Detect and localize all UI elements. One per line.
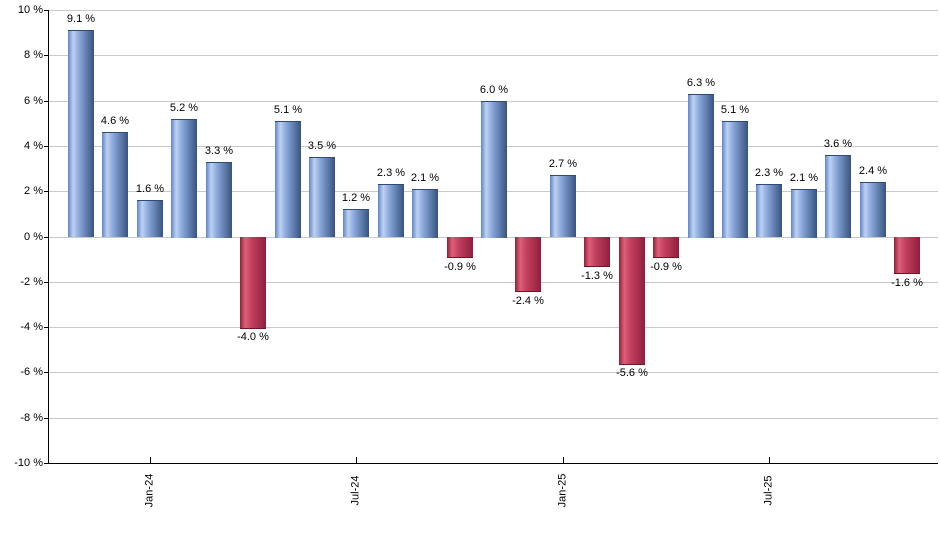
negative-bar bbox=[584, 237, 610, 267]
positive-bar bbox=[206, 162, 232, 238]
gridline bbox=[48, 10, 938, 11]
x-axis-tick-label: Jan-24 bbox=[143, 473, 156, 508]
gridline bbox=[48, 418, 938, 419]
positive-bar bbox=[688, 94, 714, 238]
bar-value-label: 4.6 % bbox=[100, 115, 130, 127]
positive-bar bbox=[309, 157, 335, 237]
y-axis-tick bbox=[44, 418, 48, 419]
gridline bbox=[48, 55, 938, 56]
positive-bar bbox=[275, 121, 301, 238]
y-axis-tick bbox=[44, 55, 48, 56]
bar-value-label: 2.4 % bbox=[858, 165, 888, 177]
bar-value-label: 2.7 % bbox=[548, 158, 578, 170]
positive-bar bbox=[171, 119, 197, 238]
x-axis-tick-label: Jan-25 bbox=[556, 473, 569, 508]
negative-bar bbox=[240, 237, 266, 329]
y-axis-tick bbox=[44, 282, 48, 283]
bar-value-label: 5.2 % bbox=[169, 102, 199, 114]
negative-bar bbox=[447, 237, 473, 258]
y-axis-tick-label: -2 % bbox=[20, 276, 43, 288]
positive-bar bbox=[137, 200, 163, 237]
y-axis-tick bbox=[44, 191, 48, 192]
y-axis-tick-label: 6 % bbox=[24, 95, 43, 107]
bar-value-label: 2.1 % bbox=[789, 172, 819, 184]
x-axis-tick bbox=[769, 457, 770, 463]
positive-bar bbox=[412, 189, 438, 238]
positive-bar bbox=[481, 101, 507, 238]
bar-value-label: 5.1 % bbox=[720, 104, 750, 116]
y-axis-tick-label: -8 % bbox=[20, 412, 43, 424]
bar-value-label: -5.6 % bbox=[616, 367, 648, 379]
bar-value-label: 9.1 % bbox=[66, 13, 96, 25]
positive-bar bbox=[343, 209, 369, 237]
negative-bar bbox=[653, 237, 679, 258]
y-axis-tick-label: 2 % bbox=[24, 185, 43, 197]
positive-bar bbox=[378, 184, 404, 237]
y-axis-tick-label: 8 % bbox=[24, 49, 43, 61]
x-axis-tick bbox=[356, 457, 357, 463]
gridline bbox=[48, 372, 938, 373]
negative-bar bbox=[515, 237, 541, 292]
bar-value-label: -4.0 % bbox=[237, 331, 269, 343]
bar-value-label: -0.9 % bbox=[650, 261, 682, 273]
positive-bar bbox=[791, 189, 817, 238]
positive-bar bbox=[722, 121, 748, 238]
y-axis-tick bbox=[44, 10, 48, 11]
bar-value-label: -1.3 % bbox=[581, 270, 613, 282]
y-axis-line bbox=[48, 10, 49, 464]
bar-value-label: -1.6 % bbox=[891, 277, 923, 289]
positive-bar bbox=[68, 30, 94, 237]
bar-value-label: 3.3 % bbox=[204, 145, 234, 157]
bar-value-label: -2.4 % bbox=[512, 295, 544, 307]
negative-bar bbox=[619, 237, 645, 365]
x-axis-line bbox=[48, 463, 938, 464]
bar-value-label: 2.3 % bbox=[754, 167, 784, 179]
bar-value-label: 3.5 % bbox=[307, 140, 337, 152]
bar-value-label: 6.0 % bbox=[479, 84, 509, 96]
bar-value-label: 3.6 % bbox=[823, 138, 853, 150]
y-axis-tick bbox=[44, 327, 48, 328]
x-axis-tick-label: Jul-25 bbox=[762, 475, 775, 506]
gridline bbox=[48, 327, 938, 328]
y-axis-tick bbox=[44, 372, 48, 373]
gridline bbox=[48, 282, 938, 283]
bar-value-label: -0.9 % bbox=[444, 261, 476, 273]
bar-value-label: 1.6 % bbox=[135, 183, 165, 195]
y-axis-tick bbox=[44, 237, 48, 238]
positive-bar bbox=[102, 132, 128, 237]
y-axis-tick bbox=[44, 146, 48, 147]
positive-bar bbox=[756, 184, 782, 237]
positive-bar bbox=[825, 155, 851, 238]
y-axis-tick-label: 0 % bbox=[24, 231, 43, 243]
y-axis-tick bbox=[44, 101, 48, 102]
x-axis-tick bbox=[563, 457, 564, 463]
positive-bar bbox=[860, 182, 886, 237]
y-axis-tick bbox=[44, 463, 48, 464]
positive-bar bbox=[550, 175, 576, 237]
y-axis-tick-label: -6 % bbox=[20, 366, 43, 378]
negative-bar bbox=[894, 237, 920, 274]
bar-value-label: 1.2 % bbox=[341, 192, 371, 204]
bar-value-label: 5.1 % bbox=[273, 104, 303, 116]
y-axis-tick-label: -4 % bbox=[20, 321, 43, 333]
bar-value-label: 2.1 % bbox=[410, 172, 440, 184]
bar-value-label: 2.3 % bbox=[376, 167, 406, 179]
bar-value-label: 6.3 % bbox=[686, 77, 716, 89]
y-axis-tick-label: -10 % bbox=[14, 457, 43, 469]
y-axis-tick-label: 10 % bbox=[17, 4, 43, 16]
y-axis-tick-label: 4 % bbox=[24, 140, 43, 152]
x-axis-tick bbox=[150, 457, 151, 463]
x-axis-tick-label: Jul-24 bbox=[349, 475, 362, 506]
